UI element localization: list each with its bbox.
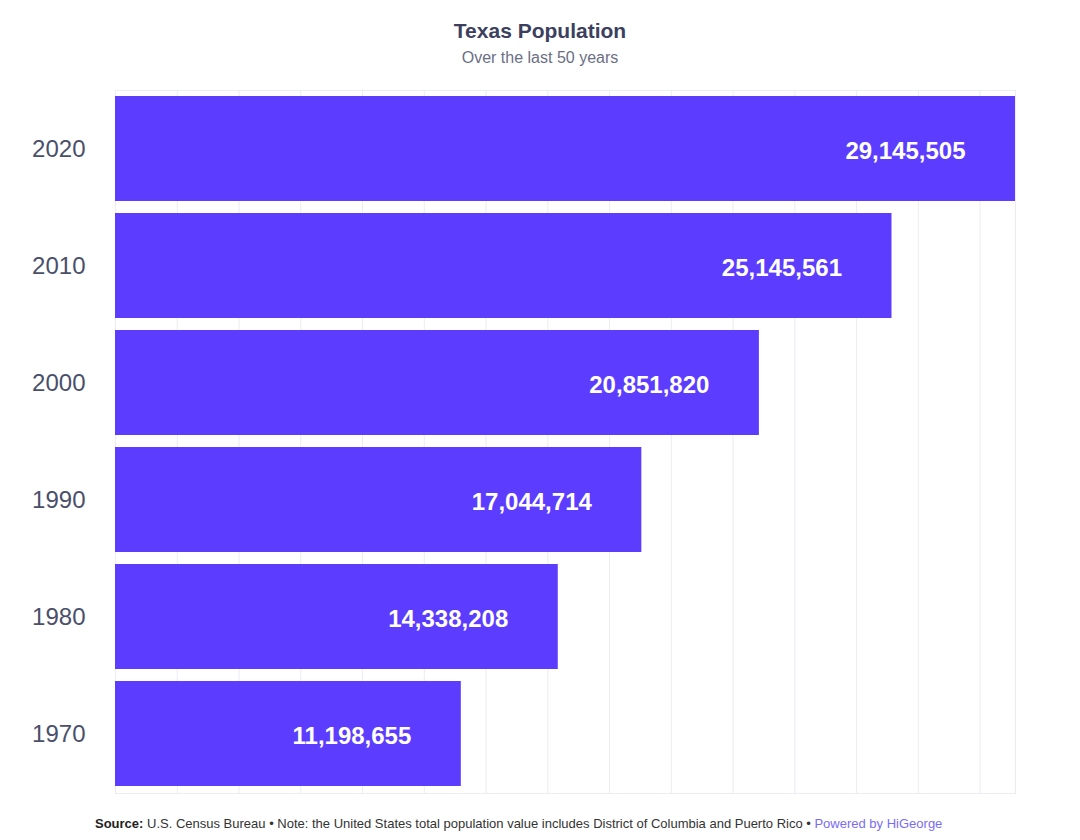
svg-text:20,851,820: 20,851,820 <box>589 371 709 398</box>
html-text:Over the last 50 years: Over the last 50 years <box>461 49 619 66</box>
html-text:Texas Population: Texas Population <box>453 19 627 42</box>
svg-text:29,145,505: 29,145,505 <box>845 137 965 164</box>
svg-text:2000: 2000 <box>32 369 85 396</box>
svg-text:1980: 1980 <box>32 603 85 630</box>
svg-text:17,044,714: 17,044,714 <box>472 488 593 515</box>
html-text:Source: U.S. Census Bureau • N: Source: U.S. Census Bureau • Note: the U… <box>95 816 943 831</box>
svg-text:1990: 1990 <box>32 486 85 513</box>
svg-text:2020: 2020 <box>32 135 85 162</box>
svg-text:14,338,208: 14,338,208 <box>388 605 508 632</box>
svg-text:1970: 1970 <box>32 720 85 747</box>
svg-text:11,198,655: 11,198,655 <box>293 722 412 749</box>
svg-text:25,145,561: 25,145,561 <box>722 254 842 281</box>
svg-text:2010: 2010 <box>32 252 85 279</box>
